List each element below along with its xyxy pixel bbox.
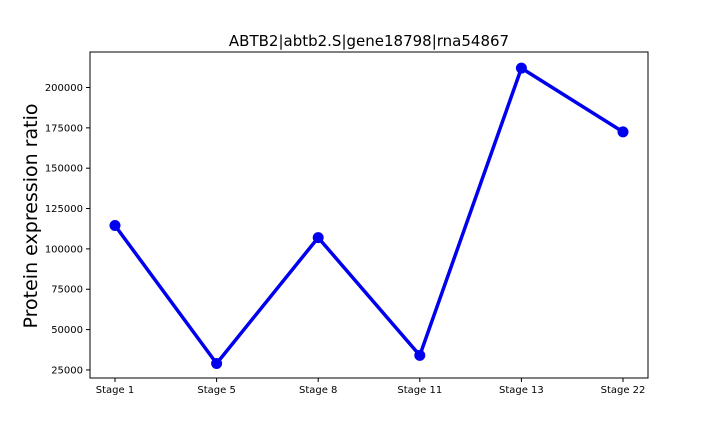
x-tick-label: Stage 5 — [197, 385, 235, 396]
plot-area-frame — [89, 51, 649, 379]
data-point — [211, 357, 223, 369]
y-tick-label: 50000 — [51, 325, 83, 336]
data-point — [515, 62, 527, 74]
data-point — [617, 126, 629, 138]
y-tick-label: 150000 — [45, 164, 83, 175]
y-tick-label: 200000 — [45, 83, 83, 94]
x-tick-label: Stage 1 — [96, 385, 134, 396]
y-tick-label: 100000 — [45, 244, 83, 255]
y-tick-label: 175000 — [45, 123, 83, 134]
y-tick-label: 75000 — [51, 285, 83, 296]
x-tick-label: Stage 11 — [397, 385, 442, 396]
data-point — [414, 349, 426, 361]
y-axis-ticks: 25000 50000 75000 100000 125000 150000 175000 2… — [45, 83, 90, 376]
x-tick-label: Stage 22 — [601, 385, 646, 396]
x-tick-label: Stage 13 — [499, 385, 544, 396]
series-line — [113, 66, 624, 366]
x-axis-ticks: Stage 1 Stage 5 Stage 8 Stage 11 Stage 13 Sta… — [96, 378, 646, 396]
x-tick-label: Stage 8 — [299, 385, 337, 396]
y-tick-label: 25000 — [51, 365, 83, 376]
series-layer — [109, 62, 629, 369]
data-point — [109, 219, 121, 231]
chart-title: ABTB2|abtb2.S|gene18798|rna54867 — [229, 32, 509, 50]
y-tick-label: 125000 — [45, 204, 83, 215]
data-point — [312, 232, 324, 244]
y-axis-label: Protein expression ratio — [20, 104, 42, 329]
